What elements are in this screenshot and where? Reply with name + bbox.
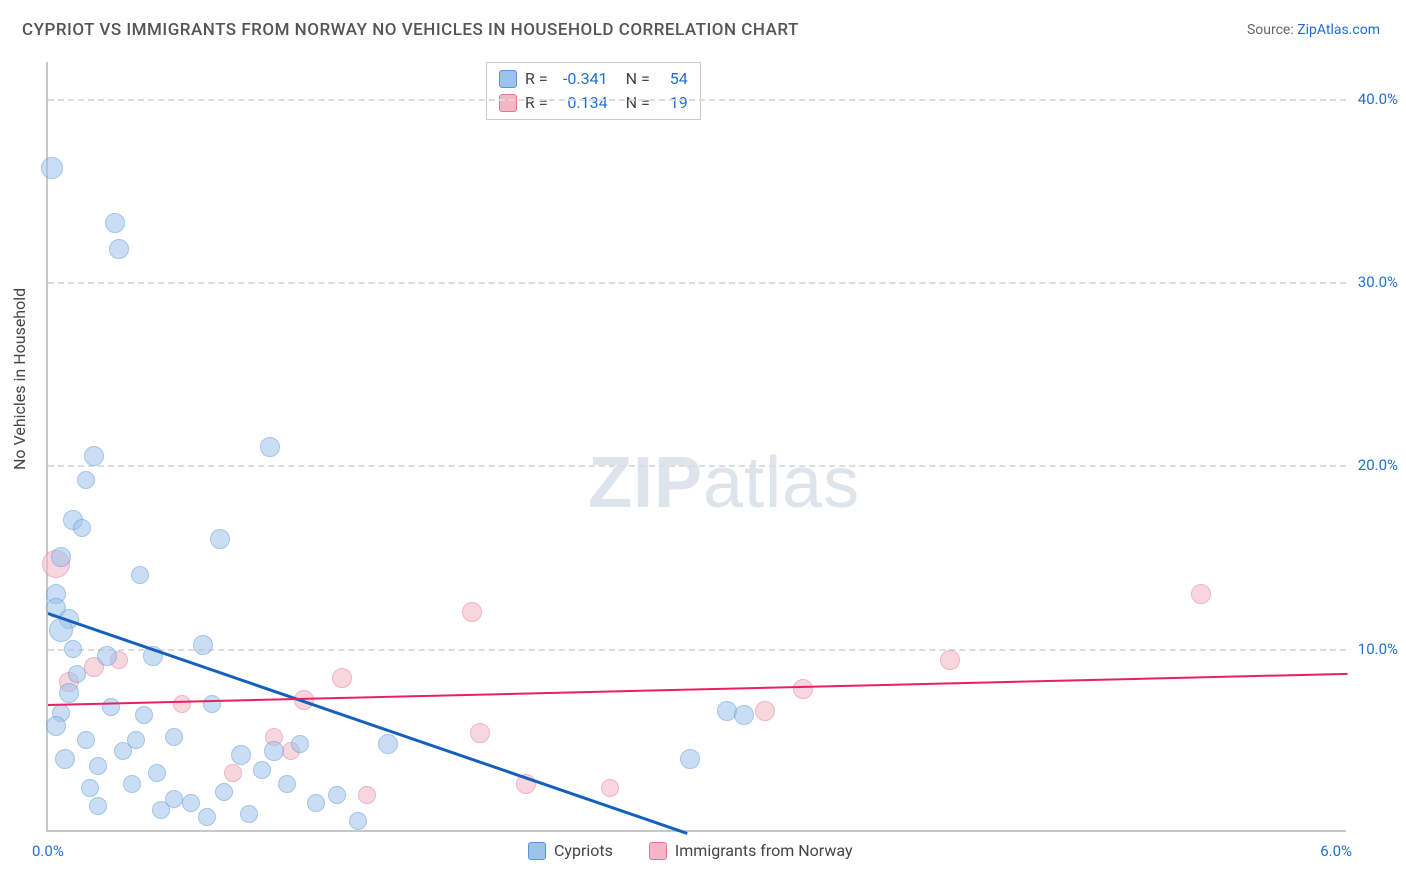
scatter-point-cypriots (135, 706, 153, 724)
scatter-point-cypriots (123, 775, 141, 793)
scatter-point-cypriots (148, 764, 166, 782)
scatter-point-cypriots (89, 757, 107, 775)
scatter-point-cypriots (253, 761, 271, 779)
scatter-point-cypriots (278, 775, 296, 793)
source-link[interactable]: ZipAtlas.com (1297, 22, 1380, 38)
series-legend: Cypriots Immigrants from Norway (528, 841, 853, 860)
r-label: R = (525, 67, 548, 91)
gridline (48, 649, 1346, 651)
scatter-point-norway (332, 668, 352, 688)
chart-area: ZIPatlas R =-0.341N =54R =0.134N =19 Cyp… (46, 62, 1346, 832)
scatter-point-cypriots (114, 742, 132, 760)
gridline (48, 99, 1346, 101)
legend-swatch (528, 842, 546, 860)
scatter-point-cypriots (328, 786, 346, 804)
scatter-point-norway (173, 695, 191, 713)
y-tick-label: 40.0% (1358, 90, 1398, 108)
stats-row: R = -0.341 N = 54 (499, 67, 688, 91)
scatter-point-cypriots (378, 734, 398, 754)
plot-region: ZIPatlas R =-0.341N =54R =0.134N =19 Cyp… (46, 62, 1346, 832)
scatter-point-norway (358, 786, 376, 804)
legend-swatch (499, 94, 517, 112)
scatter-point-cypriots (260, 437, 280, 457)
scatter-point-cypriots (240, 805, 258, 823)
stats-row: R = 0.134 N = 19 (499, 91, 688, 115)
scatter-point-norway (940, 650, 960, 670)
scatter-point-cypriots (68, 665, 86, 683)
legend-label: Cypriots (554, 841, 613, 860)
source-attribution: Source: ZipAtlas.com (1247, 22, 1380, 38)
scatter-point-norway (1191, 584, 1211, 604)
scatter-point-norway (755, 701, 775, 721)
scatter-point-cypriots (215, 783, 233, 801)
watermark: ZIPatlas (588, 442, 860, 524)
scatter-point-cypriots (77, 471, 95, 489)
scatter-point-norway (601, 779, 619, 797)
n-label: N = (626, 67, 650, 91)
n-label: N = (626, 91, 650, 115)
scatter-point-cypriots (59, 683, 79, 703)
scatter-point-cypriots (89, 797, 107, 815)
correlation-stats-box: R = -0.341 N = 54 R = 0.134 N = 19 (486, 62, 701, 120)
legend-item: Cypriots (528, 841, 613, 860)
scatter-point-cypriots (349, 812, 367, 830)
scatter-point-cypriots (198, 808, 216, 826)
scatter-point-cypriots (46, 716, 66, 736)
legend-label: Immigrants from Norway (675, 841, 853, 860)
scatter-point-cypriots (102, 698, 120, 716)
scatter-point-cypriots (73, 519, 91, 537)
scatter-point-norway (470, 723, 490, 743)
scatter-point-cypriots (64, 640, 82, 658)
scatter-point-cypriots (210, 529, 230, 549)
legend-swatch (649, 842, 667, 860)
scatter-point-cypriots (51, 547, 71, 567)
scatter-point-cypriots (193, 635, 213, 655)
scatter-point-cypriots (77, 731, 95, 749)
scatter-point-norway (462, 602, 482, 622)
y-axis-title: No Vehicles in Household (10, 288, 29, 470)
scatter-point-cypriots (55, 749, 75, 769)
y-tick-label: 30.0% (1358, 273, 1398, 291)
scatter-point-cypriots (131, 566, 149, 584)
x-tick-label: 6.0% (1320, 842, 1352, 860)
watermark-rest: atlas (703, 443, 860, 523)
r-value: -0.341 (556, 67, 608, 91)
scatter-point-cypriots (734, 705, 754, 725)
chart-title: CYPRIOT VS IMMIGRANTS FROM NORWAY NO VEH… (22, 20, 799, 40)
scatter-point-cypriots (307, 794, 325, 812)
scatter-point-cypriots (165, 728, 183, 746)
scatter-point-cypriots (264, 741, 284, 761)
y-tick-label: 10.0% (1358, 640, 1398, 658)
watermark-bold: ZIP (588, 443, 703, 523)
scatter-point-norway (224, 764, 242, 782)
scatter-point-cypriots (81, 779, 99, 797)
scatter-point-cypriots (105, 213, 125, 233)
n-value: 19 (658, 91, 688, 115)
scatter-point-cypriots (182, 794, 200, 812)
y-tick-label: 20.0% (1358, 456, 1398, 474)
trend-line (48, 672, 1348, 705)
scatter-point-cypriots (97, 646, 117, 666)
r-value: 0.134 (556, 91, 608, 115)
gridline (48, 282, 1346, 284)
scatter-point-cypriots (84, 446, 104, 466)
scatter-point-cypriots (291, 735, 309, 753)
r-label: R = (525, 91, 548, 115)
scatter-point-norway (793, 679, 813, 699)
scatter-point-cypriots (41, 157, 63, 179)
legend-swatch (499, 70, 517, 88)
source-label: Source: (1247, 22, 1297, 38)
scatter-point-cypriots (165, 790, 183, 808)
legend-item: Immigrants from Norway (649, 841, 853, 860)
x-tick-label: 0.0% (32, 842, 64, 860)
scatter-point-cypriots (109, 239, 129, 259)
scatter-point-cypriots (231, 745, 251, 765)
n-value: 54 (658, 67, 688, 91)
scatter-point-cypriots (680, 749, 700, 769)
scatter-point-cypriots (203, 695, 221, 713)
gridline (48, 465, 1346, 467)
